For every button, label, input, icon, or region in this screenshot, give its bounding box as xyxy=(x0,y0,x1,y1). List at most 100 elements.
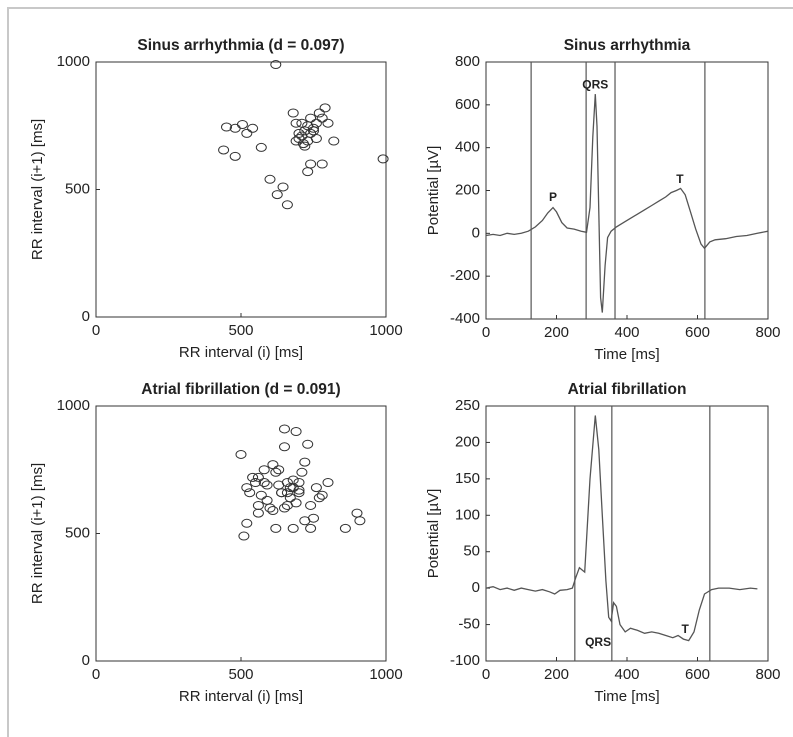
scatter-point xyxy=(297,139,309,149)
y-tick-label: -100 xyxy=(450,652,480,669)
scatter-point xyxy=(328,136,340,146)
scatter-point xyxy=(313,108,325,118)
scatter-point xyxy=(287,483,299,493)
y-axis-label: RR interval (i+1) [ms] xyxy=(29,463,46,604)
y-tick-label: 500 xyxy=(65,180,90,197)
x-tick-label: 0 xyxy=(482,324,490,341)
subplot: Atrial fibrillation (d = 0.091) RR interv… xyxy=(29,381,403,705)
scatter-point xyxy=(305,113,317,123)
plot-area xyxy=(95,61,387,318)
scatter-point xyxy=(279,503,290,513)
annotation: P xyxy=(549,190,557,204)
plot-area xyxy=(485,405,769,662)
scatter-point xyxy=(296,118,308,128)
y-tick-label: 400 xyxy=(455,139,480,156)
frame xyxy=(7,7,793,737)
scatter-point xyxy=(277,182,289,192)
x-tick-label: 600 xyxy=(685,324,710,341)
scatter-point xyxy=(290,136,302,146)
y-tick-label: -200 xyxy=(450,267,480,284)
y-tick-label: -50 xyxy=(458,616,480,633)
scatter-point xyxy=(218,145,230,155)
x-tick-label: 400 xyxy=(614,324,639,341)
signal-line xyxy=(485,415,758,642)
x-axis-label: RR interval (i) [ms] xyxy=(179,344,303,361)
scatter-point xyxy=(244,488,256,498)
scatter-point xyxy=(302,439,314,449)
scatter-point xyxy=(281,488,293,498)
scatter-point xyxy=(316,490,328,500)
x-tick-label: 0 xyxy=(482,666,490,683)
scatter-point xyxy=(258,465,270,475)
scatter-point xyxy=(238,531,250,541)
scatter-point xyxy=(258,478,270,487)
y-tick-label: 500 xyxy=(65,524,90,541)
scatter-point xyxy=(255,490,267,500)
chart-title: Sinus arrhythmia (d = 0.097) xyxy=(137,37,344,54)
x-tick-label: 600 xyxy=(685,666,710,683)
x-tick-label: 200 xyxy=(544,666,569,683)
x-tick-label: 500 xyxy=(228,666,253,683)
scatter-point xyxy=(293,488,305,498)
chart-title: Atrial fibrillation (d = 0.091) xyxy=(141,381,340,398)
y-tick-label: 0 xyxy=(82,308,90,325)
x-tick-label: 0 xyxy=(92,322,100,339)
scatter-point xyxy=(261,480,273,490)
scatter-point xyxy=(270,60,282,70)
y-tick-label: 1000 xyxy=(57,53,90,70)
y-tick-label: 600 xyxy=(455,96,480,113)
scatter-point xyxy=(276,488,288,498)
x-tick-label: 200 xyxy=(544,324,569,341)
y-tick-label: 150 xyxy=(455,470,480,487)
scatter-point xyxy=(290,427,302,436)
scatter-point xyxy=(271,190,283,200)
scatter-point xyxy=(241,128,253,138)
scatter-point xyxy=(308,126,319,136)
scatter-point xyxy=(287,108,299,118)
scatter-point xyxy=(377,154,389,164)
y-tick-label: 200 xyxy=(455,181,480,198)
plot-area xyxy=(485,61,769,320)
subplot: Sinus arrhythmia (d = 0.097) RR interval … xyxy=(29,37,403,361)
annotation: T xyxy=(676,172,684,186)
annotation: T xyxy=(681,622,689,636)
scatter-point xyxy=(273,465,285,475)
y-tick-label: -400 xyxy=(450,310,480,327)
scatter-point xyxy=(322,118,334,128)
annotation: QRS xyxy=(582,78,608,92)
scatter-point xyxy=(252,472,264,482)
x-axis-label: RR interval (i) [ms] xyxy=(179,688,303,705)
chart-title: Atrial fibrillation xyxy=(568,381,687,398)
scatter-point xyxy=(339,523,351,533)
scatter-point xyxy=(267,506,279,516)
scatter-point xyxy=(319,103,331,113)
scatter-point xyxy=(305,523,317,533)
scatter-point xyxy=(293,485,305,495)
scatter-point xyxy=(236,119,248,129)
scatter-point xyxy=(252,500,264,510)
scatter-point xyxy=(296,467,308,477)
scatter-point xyxy=(316,159,328,169)
scatter-point xyxy=(316,113,328,123)
scatter-point xyxy=(247,123,259,133)
signal-line xyxy=(485,94,769,313)
x-tick-label: 800 xyxy=(755,324,780,341)
annotation: QRS xyxy=(585,635,611,649)
scatter-point xyxy=(299,457,311,467)
scatter-point xyxy=(247,472,259,482)
scatter-point xyxy=(313,493,325,503)
scatter-point xyxy=(221,122,232,132)
y-tick-label: 100 xyxy=(455,506,480,523)
scatter-point xyxy=(250,478,261,487)
scatter-point xyxy=(264,174,276,184)
y-tick-label: 50 xyxy=(463,543,480,560)
scatter-point xyxy=(305,128,317,138)
scatter-point xyxy=(241,483,253,493)
scatter-point xyxy=(229,151,241,161)
scatter-point xyxy=(284,493,296,503)
scatter-point xyxy=(308,123,319,133)
subplot: Sinus arrhythmia Time [ms] Potential [µV] 0… xyxy=(425,37,781,363)
scatter-point xyxy=(354,516,366,526)
